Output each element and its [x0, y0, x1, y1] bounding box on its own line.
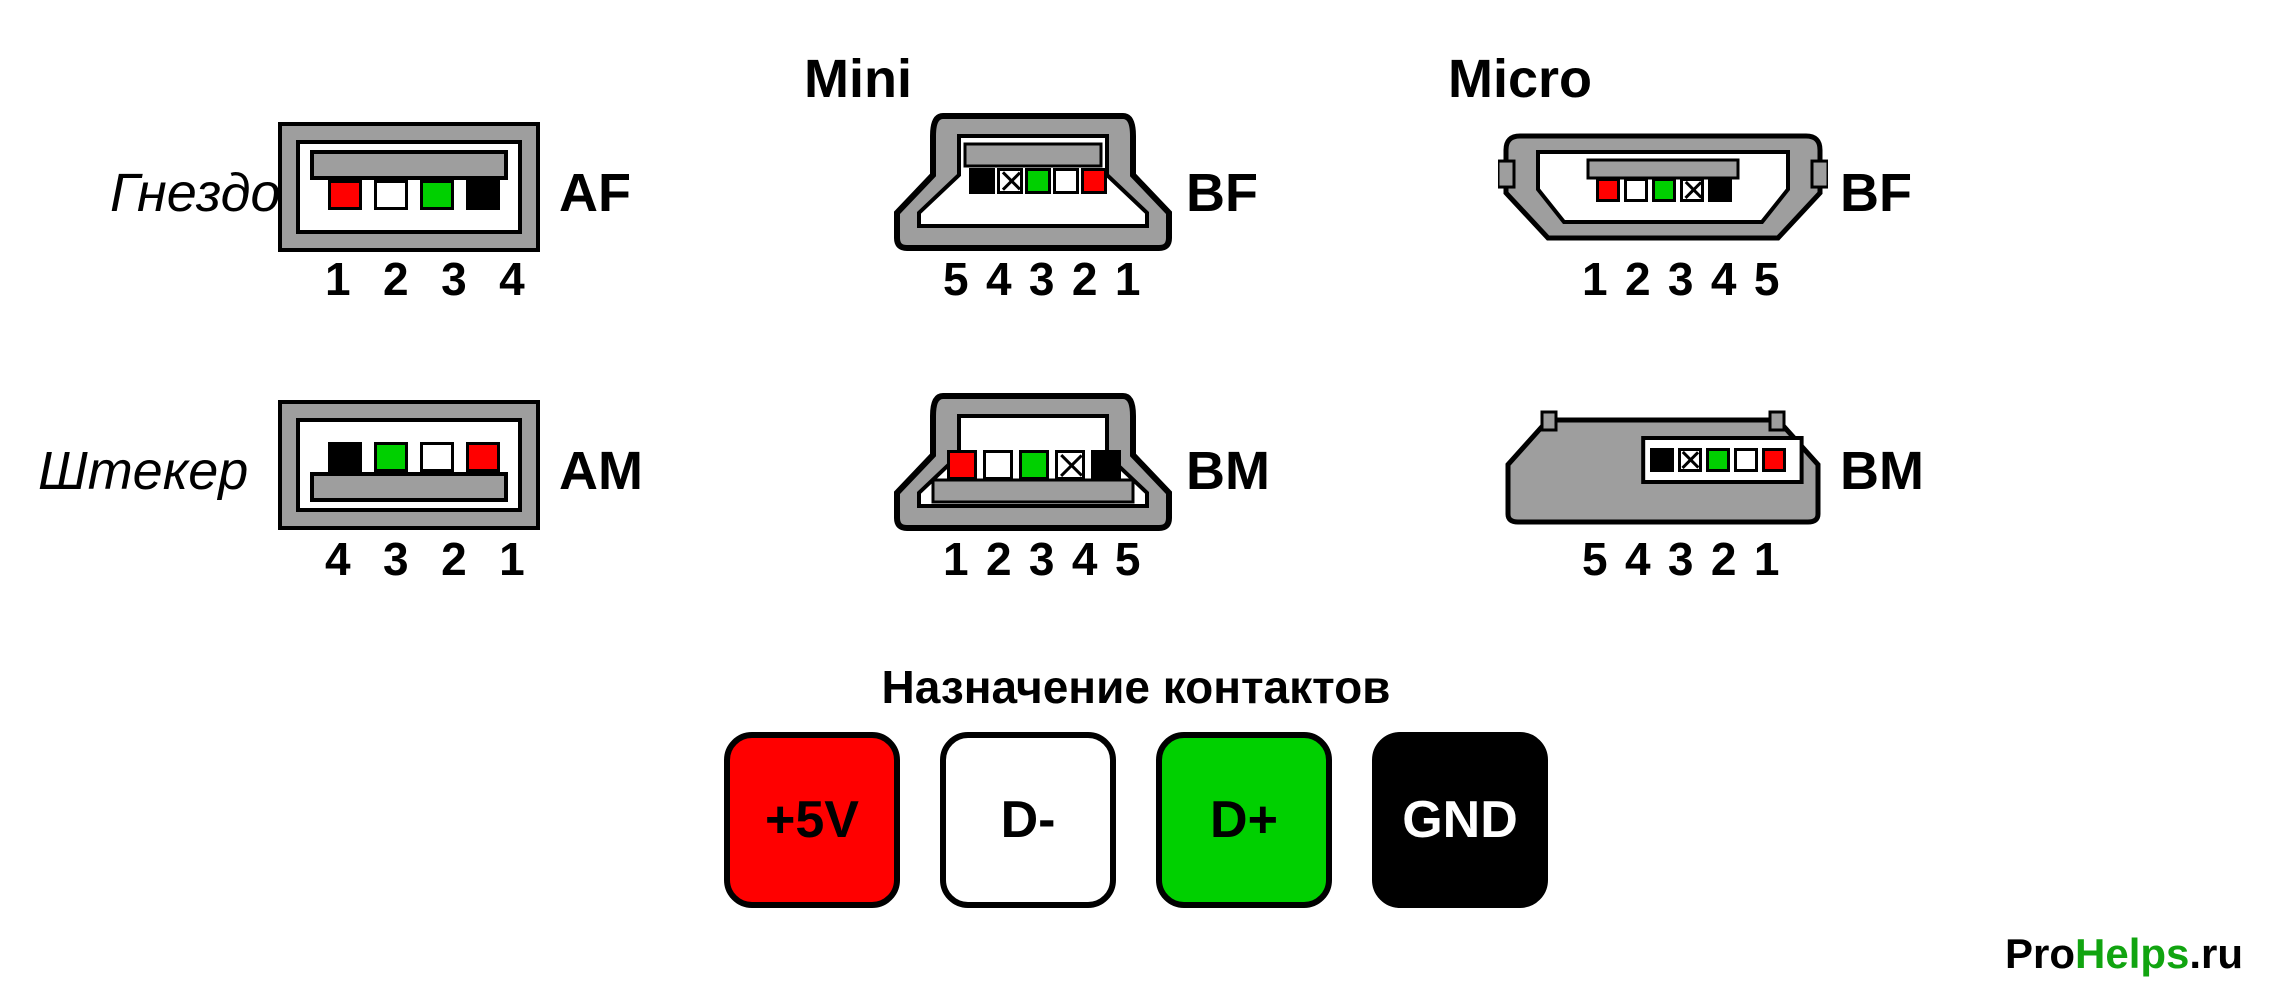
legend-item: D+	[1156, 732, 1332, 908]
connector-mini-bm	[893, 392, 1173, 532]
legend-item: +5V	[724, 732, 900, 908]
pin	[1624, 178, 1648, 202]
pin	[1596, 178, 1620, 202]
pin	[1708, 178, 1732, 202]
label-am: AM	[559, 440, 643, 502]
pin	[1706, 448, 1730, 472]
legend-item: D-	[940, 732, 1116, 908]
label-micro-bf: BF	[1840, 162, 1912, 224]
pin	[947, 450, 977, 480]
row-label-plug: Штекер	[38, 440, 248, 502]
label-af: AF	[559, 162, 631, 224]
pin	[1652, 178, 1676, 202]
connector-micro-bf	[1498, 128, 1828, 246]
legend-item: GND	[1372, 732, 1548, 908]
pin	[1678, 448, 1702, 472]
pin	[983, 450, 1013, 480]
pin	[1091, 450, 1121, 480]
pin	[420, 180, 454, 210]
pin	[328, 442, 362, 472]
pin	[1081, 168, 1107, 194]
watermark-pro: Pro	[2005, 930, 2075, 977]
heading-mini: Mini	[804, 48, 912, 110]
pin	[466, 180, 500, 210]
legend: Назначение контактов +5VD-D+GND	[686, 660, 1586, 908]
pin	[328, 180, 362, 210]
numbers-am: 4 3 2 1	[325, 532, 527, 586]
pin	[1019, 450, 1049, 480]
connector-am	[278, 400, 540, 530]
pin	[374, 180, 408, 210]
pin	[1734, 448, 1758, 472]
connector-af	[278, 122, 540, 252]
pin	[1055, 450, 1085, 480]
numbers-mini-bf: 5 4 3 2 1	[943, 252, 1143, 306]
pin	[1025, 168, 1051, 194]
watermark-helps: Helps	[2075, 930, 2189, 977]
heading-micro: Micro	[1448, 48, 1592, 110]
label-mini-bf: BF	[1186, 162, 1258, 224]
pin	[1650, 448, 1674, 472]
pin	[969, 168, 995, 194]
row-label-socket: Гнездо	[110, 162, 281, 224]
pin	[420, 442, 454, 472]
watermark: ProHelps.ru	[2005, 930, 2243, 978]
connector-mini-bf	[893, 112, 1173, 252]
pin	[1762, 448, 1786, 472]
pin	[1680, 178, 1704, 202]
legend-title: Назначение контактов	[686, 660, 1586, 714]
legend-row: +5VD-D+GND	[686, 732, 1586, 908]
numbers-af: 1 2 3 4	[325, 252, 527, 306]
pin	[1053, 168, 1079, 194]
pin	[466, 442, 500, 472]
label-micro-bm: BM	[1840, 440, 1924, 502]
watermark-ru: .ru	[2189, 930, 2243, 977]
pin	[997, 168, 1023, 194]
numbers-micro-bm: 5 4 3 2 1	[1582, 532, 1782, 586]
label-mini-bm: BM	[1186, 440, 1270, 502]
numbers-micro-bf: 1 2 3 4 5	[1582, 252, 1782, 306]
numbers-mini-bm: 1 2 3 4 5	[943, 532, 1143, 586]
connector-micro-bm	[1498, 408, 1828, 526]
pin	[374, 442, 408, 472]
